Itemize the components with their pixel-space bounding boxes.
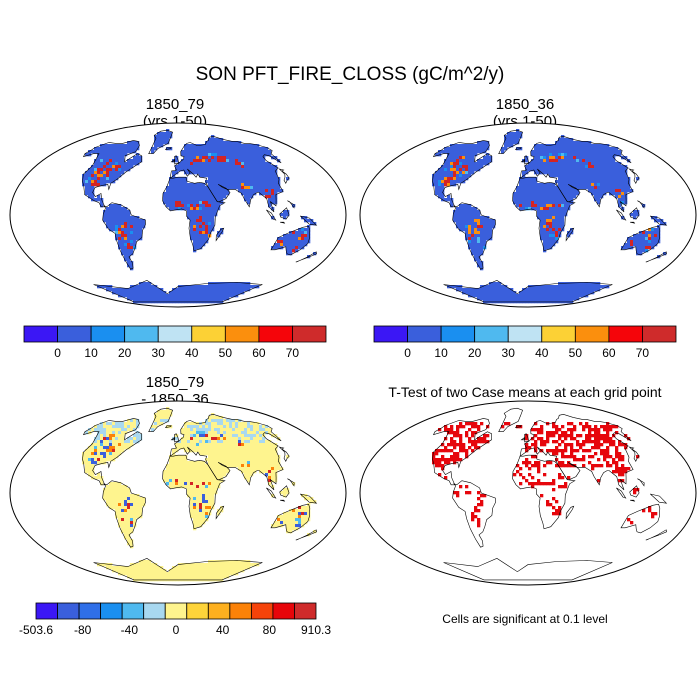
panel-4-title-line1: T-Test of two Case means at each grid po… xyxy=(388,384,662,400)
colorbar-2-label-2: 20 xyxy=(468,346,482,360)
colorbar-2-box-4 xyxy=(507,325,543,343)
colorbar-1-label-4: 40 xyxy=(185,346,199,360)
colorbar-2-box-3 xyxy=(474,325,509,343)
colorbar-3-box-9 xyxy=(229,602,252,620)
colorbar-2-label-6: 60 xyxy=(602,346,616,360)
colorbar-3-box-2 xyxy=(78,602,102,620)
colorbar-3-label-4: 40 xyxy=(216,623,230,637)
colorbar-1-label-5: 50 xyxy=(219,346,233,360)
colorbar-3-box-0 xyxy=(35,602,58,620)
panel-4-map-ocean xyxy=(360,401,696,585)
panel-3-map-ocean xyxy=(10,401,346,585)
colorbar-1-box-3 xyxy=(124,325,159,343)
colorbar-3: -503.6 -80 -40 0 40 80 910.3 xyxy=(19,602,331,637)
colorbar-2-box-5 xyxy=(541,325,576,343)
colorbar-2-box-8 xyxy=(642,325,677,343)
colorbar-3-label-2: -40 xyxy=(121,623,139,637)
colorbar-3-box-5 xyxy=(143,602,166,620)
colorbar-2: 0 10 20 30 40 50 60 70 xyxy=(373,325,677,360)
figure-title: SON PFT_FIRE_CLOSS (gC/m^2/y) xyxy=(195,64,505,85)
colorbar-1-box-8 xyxy=(292,325,327,343)
colorbar-1-label-2: 20 xyxy=(118,346,132,360)
panel-4-map-coastlines xyxy=(432,407,668,581)
colorbar-3-box-8 xyxy=(207,602,231,620)
colorbar-1-box-1 xyxy=(57,325,92,343)
colorbar-1-box-6 xyxy=(224,325,260,343)
panel-4-map xyxy=(359,400,697,586)
colorbar-2-box-2 xyxy=(440,325,476,343)
colorbar-2-label-5: 50 xyxy=(569,346,583,360)
colorbar-3-box-7 xyxy=(186,602,209,620)
colorbar-3-box-11 xyxy=(272,602,295,620)
panel-3-title-line1: 1850_79 xyxy=(145,374,205,391)
colorbar-2-label-1: 10 xyxy=(434,346,448,360)
colorbar-2-label-0: 0 xyxy=(404,346,411,360)
colorbar-2-label-3: 30 xyxy=(502,346,516,360)
panel-2-map-coastlines xyxy=(432,129,668,303)
colorbar-2-label-4: 40 xyxy=(535,346,549,360)
colorbar-1-box-4 xyxy=(157,325,193,343)
colorbar-1-box-0 xyxy=(23,325,58,343)
panel-4-map-border xyxy=(359,400,697,586)
colorbar-3-label-0: -503.6 xyxy=(19,623,53,637)
panel-1-map-coastlines xyxy=(82,129,318,303)
colorbar-3-box-3 xyxy=(100,602,123,620)
panel-2-map-cells xyxy=(432,129,667,304)
panel-3-map-coastlines xyxy=(82,407,318,581)
colorbar-2-label-7: 70 xyxy=(636,346,650,360)
panel-1-map-ocean xyxy=(10,123,346,307)
panel-2-title-line1: 1850_36 xyxy=(495,96,555,113)
colorbar-1-label-0: 0 xyxy=(54,346,61,360)
colorbar-1-label-3: 30 xyxy=(152,346,166,360)
colorbar-1-label-1: 10 xyxy=(84,346,98,360)
colorbar-3-box-4 xyxy=(121,602,145,620)
colorbar-3-box-10 xyxy=(250,602,274,620)
colorbar-3-box-1 xyxy=(57,602,80,620)
colorbar-3-box-12 xyxy=(294,602,317,620)
panel-2-map-ocean xyxy=(360,123,696,307)
colorbar-2-box-7 xyxy=(608,325,643,343)
colorbar-3-label-6: 910.3 xyxy=(301,623,331,637)
panel-2-map-border xyxy=(359,122,697,308)
colorbar-3-label-1: -80 xyxy=(74,623,92,637)
significance-note: Cells are significant at 0.1 level xyxy=(442,612,608,626)
colorbar-1-box-5 xyxy=(191,325,226,343)
colorbar-1-box-2 xyxy=(90,325,126,343)
panel-1-map-cells xyxy=(82,129,317,304)
colorbar-2-box-6 xyxy=(574,325,610,343)
panel-4-title: T-Test of two Case means at each grid po… xyxy=(355,384,695,401)
colorbar-1-box-7 xyxy=(258,325,293,343)
panel-1-title-line1: 1850_79 xyxy=(145,96,205,113)
colorbar-2-box-0 xyxy=(373,325,408,343)
colorbar-3-label-3: 0 xyxy=(173,623,180,637)
panel-3-map-border xyxy=(9,400,347,586)
colorbar-3-box-6 xyxy=(164,602,188,620)
colorbar-1-label-7: 70 xyxy=(286,346,300,360)
panel-1-map xyxy=(9,122,347,308)
colorbar-1-label-6: 60 xyxy=(252,346,266,360)
colorbar-1: 0 10 20 30 40 50 60 70 xyxy=(23,325,327,360)
colorbar-3-label-5: 80 xyxy=(263,623,277,637)
panel-2-map xyxy=(359,122,697,308)
panel-1-map-border xyxy=(9,122,347,308)
colorbar-2-box-1 xyxy=(407,325,442,343)
panel-3-map xyxy=(9,400,347,586)
